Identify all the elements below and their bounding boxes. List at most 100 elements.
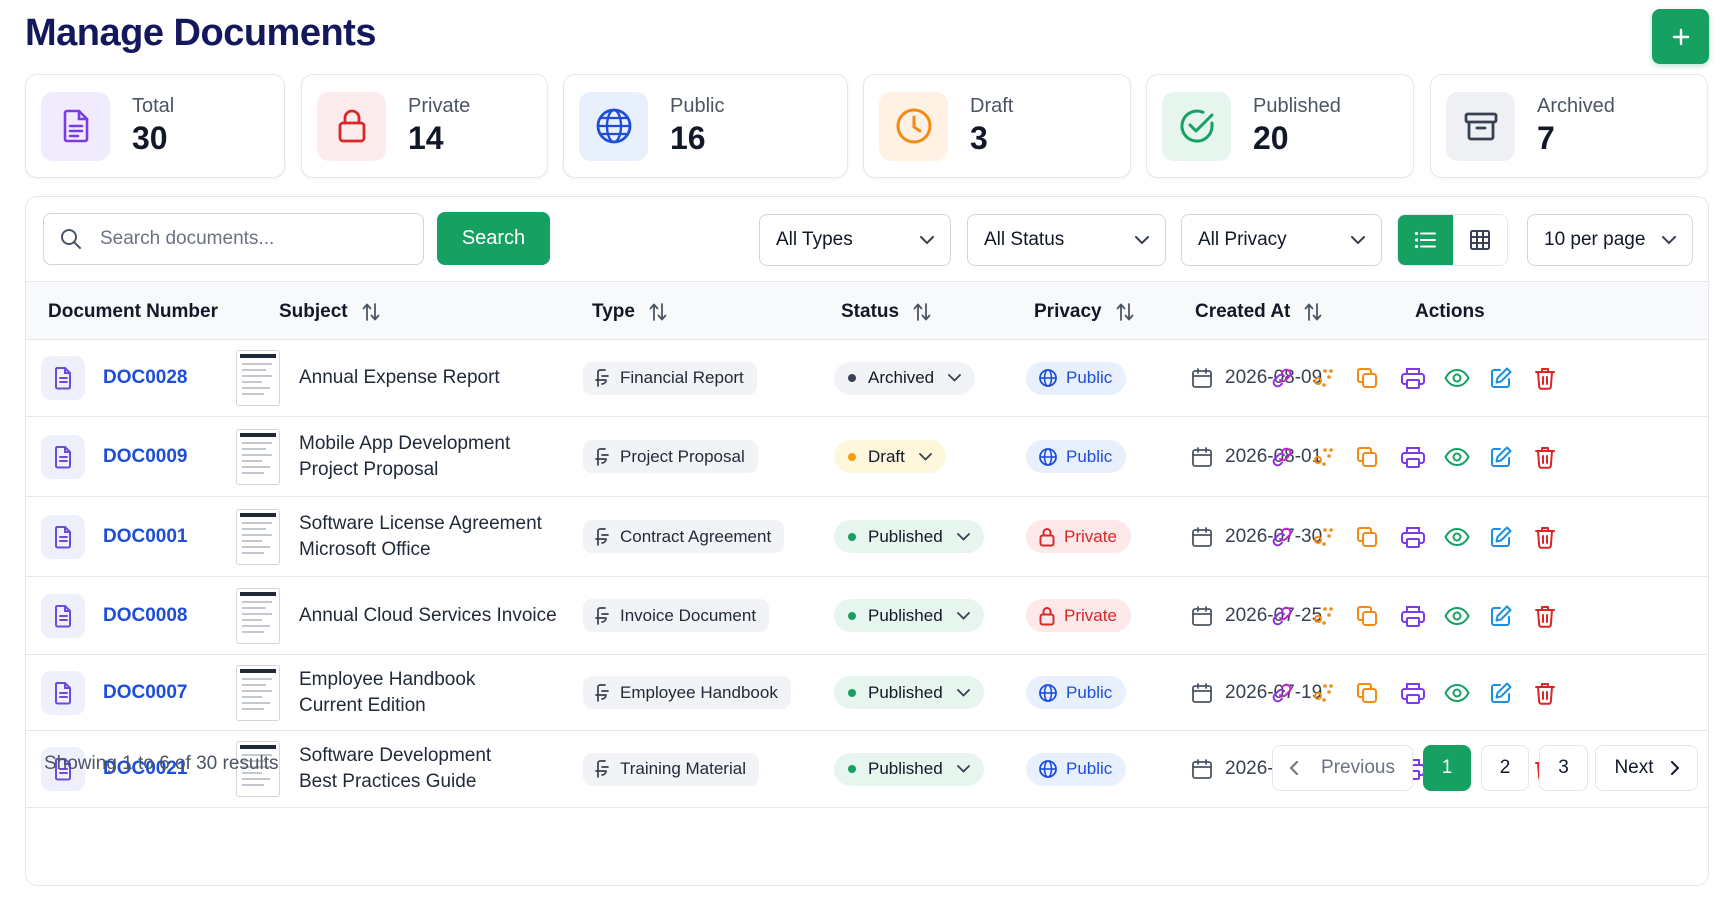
status-filter-dropdown[interactable]: All Status [967, 214, 1166, 266]
share-action-button[interactable] [1312, 525, 1336, 549]
table-row: DOC0008 Annual Cloud Services Invoice [26, 577, 1708, 655]
document-number-link[interactable]: DOC0008 [103, 604, 188, 626]
print-icon [1401, 526, 1425, 548]
copy-action-button[interactable] [1355, 604, 1379, 628]
link-action-button[interactable] [1270, 445, 1294, 469]
column-type[interactable]: Type [592, 282, 667, 341]
link-action-button[interactable] [1270, 366, 1294, 390]
privacy-badge: Private [1026, 599, 1131, 632]
stat-value: 16 [670, 120, 706, 156]
edit-icon [1491, 446, 1512, 467]
document-thumbnail[interactable] [236, 350, 280, 406]
stat-value: 7 [1537, 120, 1555, 156]
print-action-button[interactable] [1400, 366, 1426, 390]
share-action-button[interactable] [1312, 681, 1336, 705]
edit-action-button[interactable] [1489, 604, 1513, 628]
trash-action-button[interactable] [1534, 366, 1556, 390]
status-dropdown[interactable]: Published [834, 599, 984, 632]
share-action-button[interactable] [1312, 366, 1336, 390]
stat-label: Published [1253, 95, 1341, 117]
add-document-button[interactable] [1652, 9, 1709, 64]
list-view-button[interactable] [1398, 215, 1453, 265]
link-action-button[interactable] [1270, 681, 1294, 705]
status-dropdown[interactable]: Draft [834, 440, 946, 473]
document-number-link[interactable]: DOC0009 [103, 445, 188, 467]
document-number-link[interactable]: DOC0028 [103, 367, 188, 388]
eye-action-button[interactable] [1444, 368, 1470, 388]
document-subject: Software Development Best Practices Guid… [299, 745, 492, 792]
print-action-button[interactable] [1400, 604, 1426, 628]
status-dropdown[interactable]: Archived [834, 361, 976, 395]
previous-page-button[interactable]: Previous [1272, 745, 1413, 791]
link-icon [1272, 527, 1292, 546]
column-created-at[interactable]: Created At [1195, 282, 1322, 341]
document-subject: Annual Expense Report [299, 367, 500, 388]
link-action-button[interactable] [1270, 525, 1294, 549]
page-button-2[interactable]: 2 [1481, 745, 1529, 791]
share-action-button[interactable] [1312, 445, 1336, 469]
next-page-button[interactable]: Next [1595, 745, 1698, 791]
page-button-3[interactable]: 3 [1539, 745, 1588, 791]
copy-icon [1357, 446, 1377, 467]
document-number-link[interactable]: DOC0001 [103, 525, 188, 547]
status-dot [848, 374, 856, 382]
edit-action-button[interactable] [1489, 681, 1513, 705]
copy-icon [1357, 368, 1377, 388]
document-thumbnail[interactable] [236, 741, 280, 797]
stat-value: 20 [1253, 120, 1289, 156]
grid-view-button[interactable] [1452, 215, 1507, 265]
globe-icon [1039, 447, 1057, 466]
document-thumbnail[interactable] [236, 587, 280, 644]
trash-action-button[interactable] [1534, 681, 1556, 705]
column-privacy[interactable]: Privacy [1034, 282, 1134, 341]
document-thumbnail[interactable] [236, 508, 280, 565]
print-action-button[interactable] [1400, 445, 1426, 469]
trash-action-button[interactable] [1534, 445, 1556, 469]
column-subject[interactable]: Subject [279, 282, 380, 341]
eye-action-button[interactable] [1444, 447, 1470, 467]
print-action-button[interactable] [1400, 525, 1426, 549]
search-input[interactable] [100, 228, 400, 250]
edit-action-button[interactable] [1489, 525, 1513, 549]
search-button[interactable]: Search [437, 212, 550, 265]
edit-action-button[interactable] [1489, 366, 1513, 390]
document-number-link[interactable]: DOC0021 [103, 758, 188, 779]
trash-action-button[interactable] [1534, 525, 1556, 549]
copy-action-button[interactable] [1355, 681, 1379, 705]
copy-action-button[interactable] [1355, 366, 1379, 390]
eye-action-button[interactable] [1444, 606, 1470, 626]
share-action-button[interactable] [1312, 604, 1336, 628]
status-dropdown[interactable]: Published [834, 676, 984, 709]
globe-icon [1039, 683, 1057, 702]
per-page-dropdown[interactable]: 10 per page [1527, 214, 1693, 266]
copy-action-button[interactable] [1355, 525, 1379, 549]
stat-card-published: Published 20 [1146, 74, 1414, 178]
check-circle-icon [1180, 109, 1214, 143]
print-icon [1401, 605, 1425, 627]
document-type-icon [595, 527, 609, 546]
eye-action-button[interactable] [1444, 683, 1470, 703]
status-dropdown[interactable]: Published [834, 520, 984, 553]
eye-action-button[interactable] [1444, 527, 1470, 547]
page-button-1[interactable]: 1 [1423, 745, 1471, 791]
link-action-button[interactable] [1270, 604, 1294, 628]
table-header: Document Number Subject Type Status Priv… [26, 281, 1708, 340]
document-number-link[interactable]: DOC0007 [103, 681, 188, 703]
status-dropdown[interactable]: Published [834, 752, 984, 786]
copy-icon [1357, 682, 1377, 703]
document-thumbnail[interactable] [236, 664, 280, 721]
document-thumbnail[interactable] [236, 428, 280, 485]
privacy-filter-dropdown[interactable]: All Privacy [1181, 214, 1382, 266]
chevron-down-icon [920, 235, 934, 244]
edit-action-button[interactable] [1489, 445, 1513, 469]
table-row: DOC0001 Software License Agreement Micro… [26, 497, 1708, 577]
column-document-number: Document Number [48, 300, 218, 322]
print-action-button[interactable] [1400, 681, 1426, 705]
column-status[interactable]: Status [841, 282, 931, 341]
stat-card-total: Total 30 [25, 74, 285, 178]
document-badge [41, 747, 85, 791]
trash-action-button[interactable] [1534, 604, 1556, 628]
privacy-badge: Public [1026, 440, 1127, 473]
copy-action-button[interactable] [1355, 445, 1379, 469]
type-filter-dropdown[interactable]: All Types [759, 214, 951, 266]
